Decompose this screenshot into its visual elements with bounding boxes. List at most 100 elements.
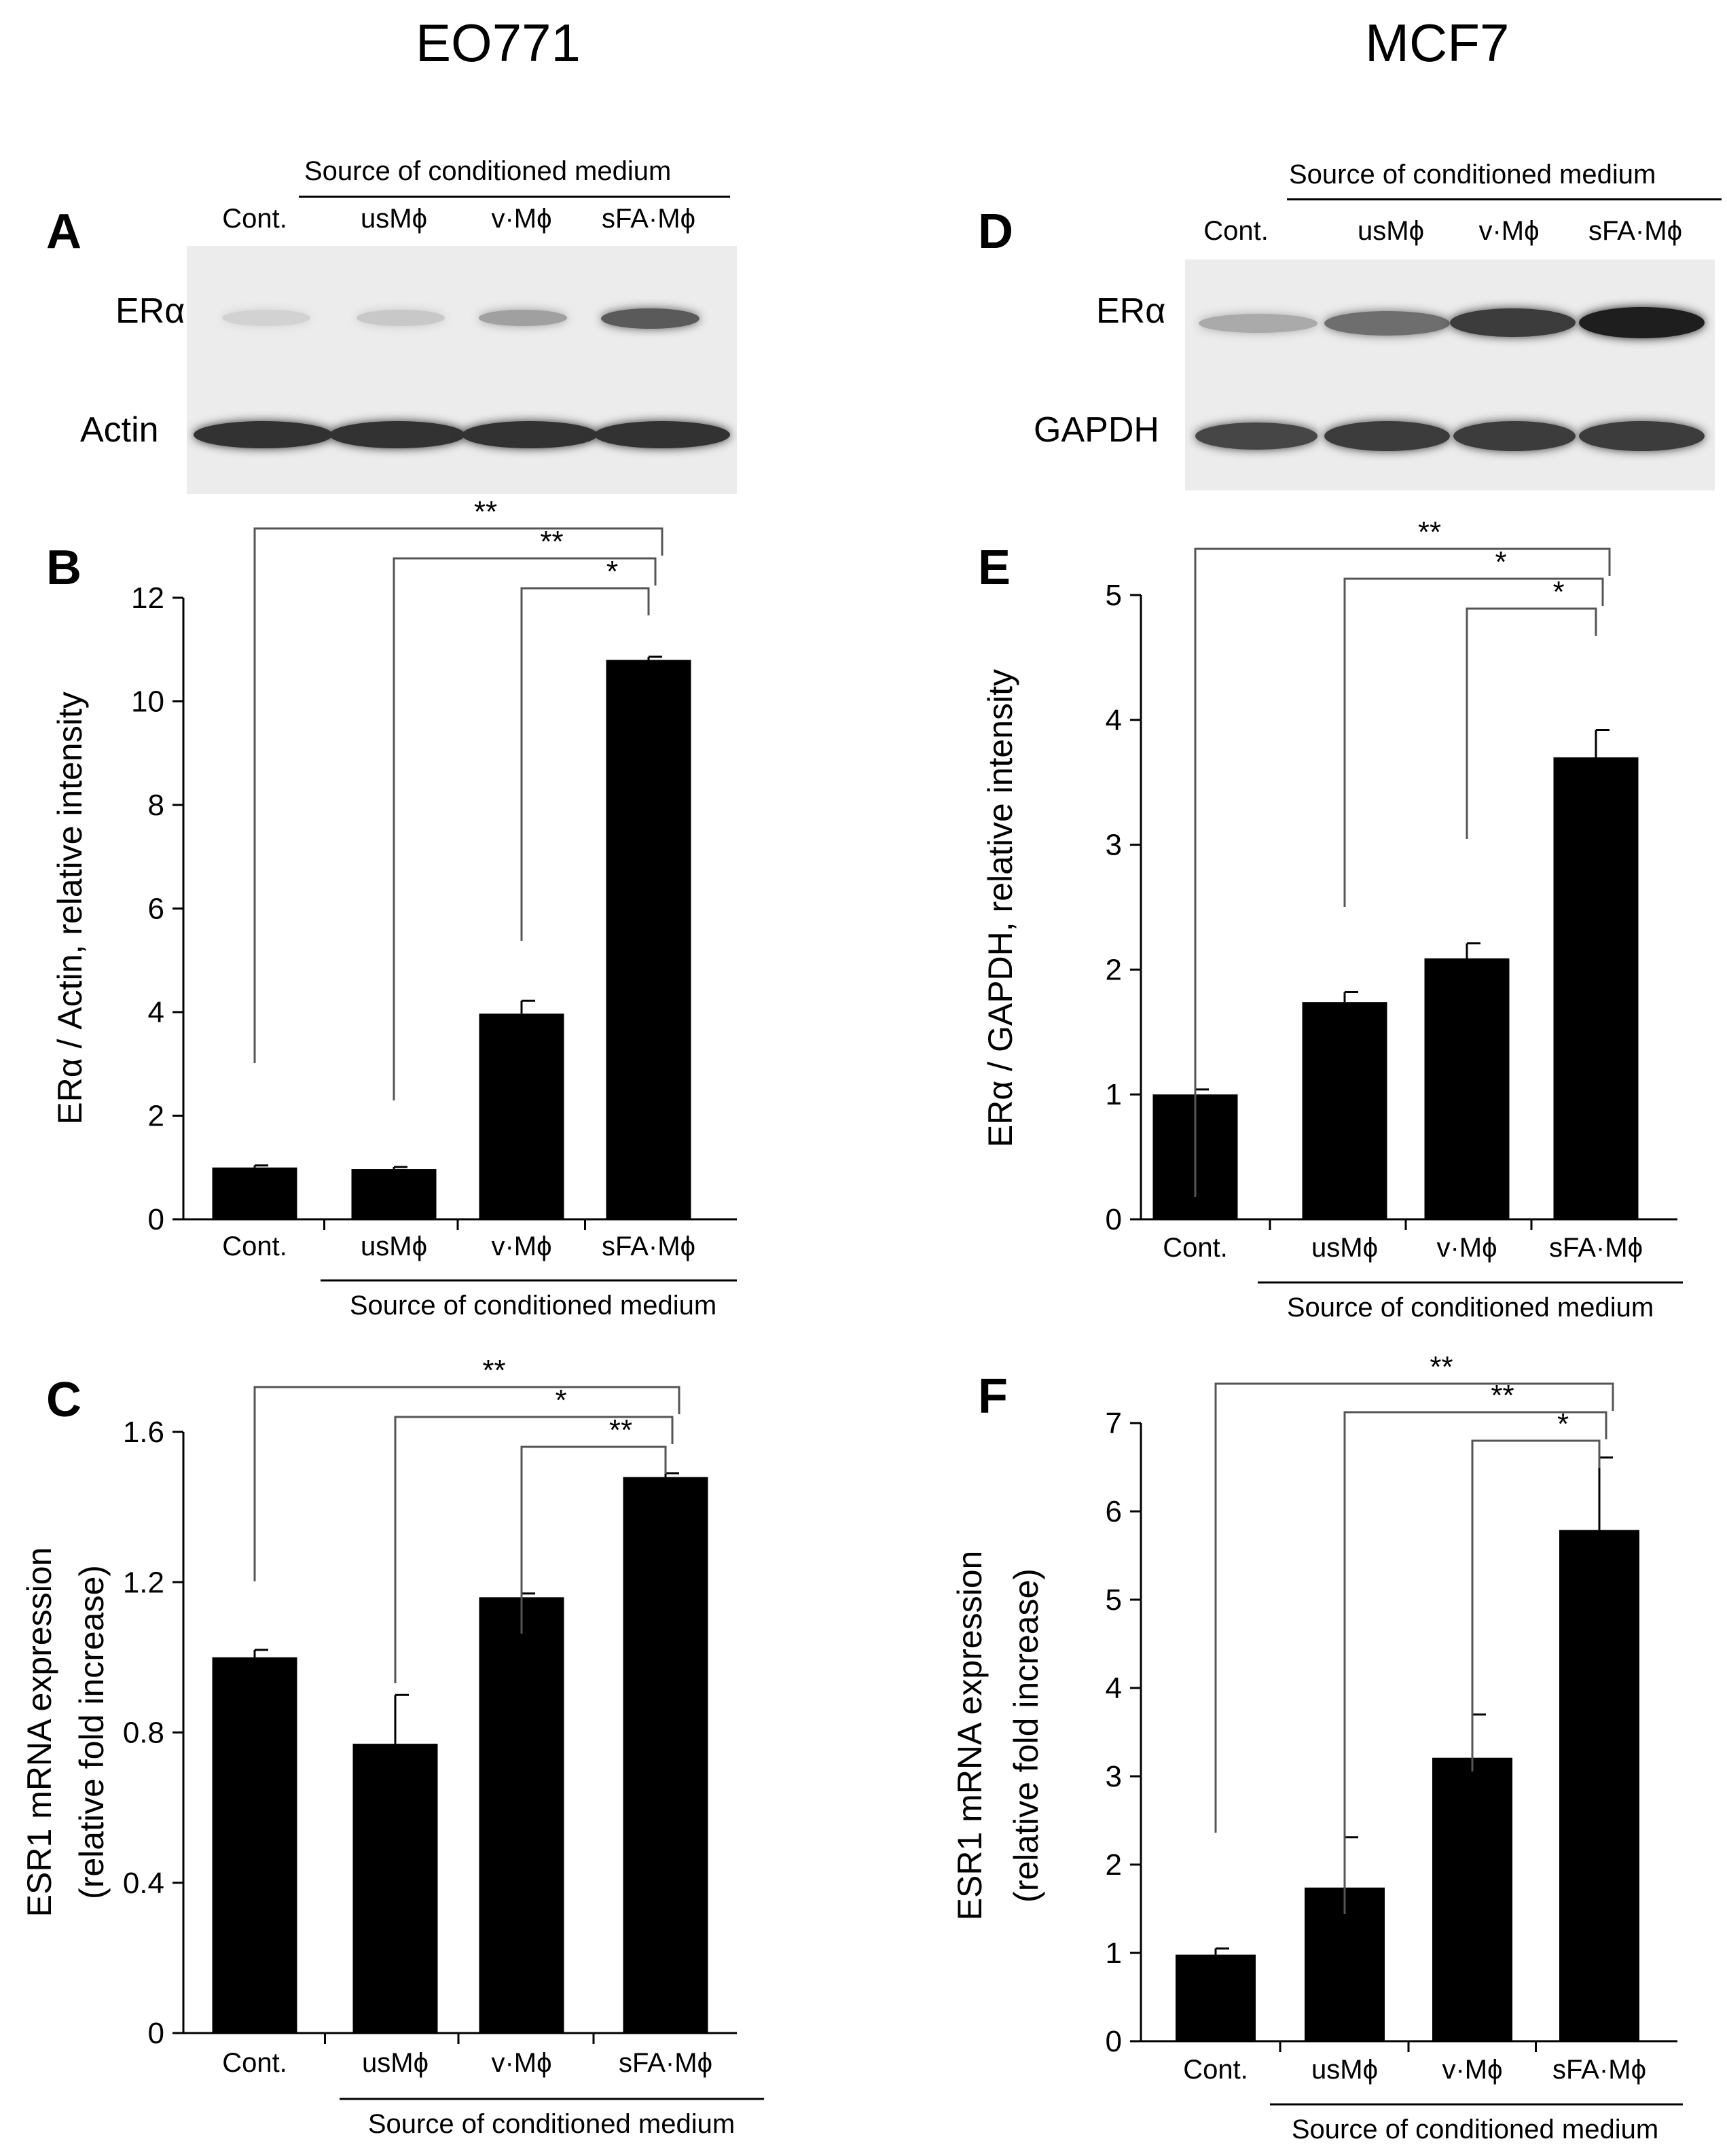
bar: [1424, 958, 1510, 1219]
blot-d-header-line: [1287, 198, 1722, 200]
bar: [1559, 1530, 1639, 2041]
x-category-label: sFA·Mϕ: [1552, 2055, 1646, 2085]
blot-a-image: [187, 246, 737, 494]
significance-bracket: [1194, 547, 1611, 1197]
significance-label: **: [1430, 1350, 1453, 1384]
bar: [479, 1013, 564, 1219]
x-category-label: v·Mϕ: [491, 1232, 551, 1261]
significance-label: **: [540, 525, 563, 558]
bar: [606, 660, 691, 1219]
blot-a-actin-band: [194, 421, 333, 448]
y-tick-label: 5: [1106, 579, 1122, 612]
blot-a-header: Source of conditioned medium: [304, 156, 672, 186]
y-axis-label: ESR1 mRNA expression: [951, 1551, 989, 1921]
blot-a-header-line: [299, 196, 730, 198]
y-tick-label: 0: [1106, 1203, 1122, 1236]
bar: [352, 1744, 438, 2033]
blot-d-gapdh-band: [1453, 421, 1576, 451]
panel-letter-d: D: [978, 204, 1013, 259]
y-tick-label: 1.2: [123, 1566, 164, 1599]
y-axis-label: ERα / Actin, relative intensity: [51, 691, 89, 1124]
significance-label: **: [1491, 1379, 1514, 1412]
significance-bracket: [1466, 607, 1597, 839]
significance-bracket: [520, 1445, 667, 1634]
blot-d-header: Source of conditioned medium: [1289, 160, 1656, 190]
y-tick-label: 7: [1106, 1407, 1122, 1440]
x-category-label: v·Mϕ: [491, 2048, 551, 2078]
y-axis-label: ERα / GAPDH, relative intensity: [981, 669, 1019, 1147]
x-category-label: usMϕ: [1311, 2055, 1378, 2085]
y-axis-label-secondary: (relative fold increase): [1007, 1568, 1045, 1903]
blot-d-era-band: [1579, 307, 1705, 338]
blot-a-row-label-era: ERα: [115, 291, 185, 331]
y-axis-label-secondary: (relative fold increase): [73, 1565, 111, 1899]
x-category-label: sFA·Mϕ: [619, 2048, 712, 2078]
significance-label: *: [1557, 1407, 1569, 1441]
blot-a-row-label-actin: Actin: [80, 410, 159, 450]
y-tick-label: 3: [1106, 829, 1122, 862]
blot-a-lane-label: v·Mϕ: [491, 204, 552, 234]
panel-letter-a: A: [46, 204, 81, 259]
blot-d-lane-label: Cont.: [1203, 216, 1269, 246]
y-tick-label: 4: [1106, 704, 1122, 737]
y-tick-label: 2: [148, 1100, 164, 1133]
significance-bracket: [393, 557, 657, 1100]
y-tick-label: 2: [1106, 1848, 1122, 1882]
blot-a-actin-band: [329, 421, 465, 448]
y-tick-label: 2: [1106, 953, 1122, 986]
x-axis-label: Source of conditioned medium: [350, 1291, 716, 1320]
blot-a-era-band: [601, 308, 699, 329]
significance-bracket: [1214, 1382, 1614, 1833]
y-tick-label: 0.4: [123, 1867, 164, 1900]
y-tick-label: 3: [1106, 1760, 1122, 1793]
x-category-label: usMϕ: [361, 1232, 427, 1261]
x-axis-label: Source of conditioned medium: [1287, 1293, 1654, 1323]
significance-label: **: [474, 495, 497, 528]
y-tick-label: 1: [1106, 1078, 1122, 1111]
bar: [623, 1477, 708, 2033]
panel-letter-e: E: [978, 541, 1011, 595]
x-category-label: usMϕ: [1311, 1233, 1378, 1263]
significance-label: **: [482, 1354, 505, 1387]
significance-label: **: [609, 1414, 632, 1447]
x-category-label: Cont.: [1163, 1233, 1228, 1263]
y-tick-label: 5: [1106, 1583, 1122, 1617]
blot-d-era-band: [1324, 311, 1450, 336]
bar: [479, 1597, 564, 2033]
blot-a-lane-label: Cont.: [222, 204, 287, 234]
blot-d-gapdh-band: [1324, 421, 1450, 451]
column-title-eo771: EO771: [416, 13, 581, 73]
x-category-label: sFA·Mϕ: [1549, 1233, 1643, 1263]
significance-label: **: [1418, 516, 1441, 549]
significance-bracket: [1471, 1439, 1601, 1772]
y-tick-label: 0: [1106, 2025, 1122, 2058]
x-category-label: Cont.: [1183, 2055, 1248, 2085]
blot-d-row-label-era: ERα: [1096, 291, 1166, 331]
significance-bracket: [1343, 577, 1604, 907]
blot-d-lane-label: sFA·Mϕ: [1588, 216, 1682, 246]
bar: [1302, 1002, 1387, 1219]
bar: [351, 1169, 437, 1219]
blot-a-actin-band: [462, 421, 598, 448]
significance-label: *: [1495, 545, 1506, 579]
blot-a-era-band: [479, 310, 567, 326]
x-axis-label: Source of conditioned medium: [1292, 2115, 1658, 2144]
bar: [1176, 1954, 1256, 2041]
significance-label: *: [1552, 575, 1564, 609]
x-category-label: Cont.: [222, 1232, 287, 1261]
y-tick-label: 1.6: [123, 1416, 164, 1449]
bar: [1432, 1757, 1512, 2041]
bar: [212, 1657, 297, 2033]
blot-a-lane-label: sFA·Mϕ: [602, 204, 695, 234]
column-title-mcf7: MCF7: [1365, 13, 1510, 73]
y-tick-label: 1: [1106, 1937, 1122, 1970]
panel-letter-f: F: [978, 1369, 1008, 1424]
x-category-label: Cont.: [222, 2048, 287, 2078]
panel-letter-b: B: [46, 541, 81, 595]
blot-d-gapdh-band: [1579, 421, 1705, 451]
panel-letter-c: C: [46, 1373, 81, 1427]
x-category-label: v·Mϕ: [1436, 1233, 1497, 1263]
